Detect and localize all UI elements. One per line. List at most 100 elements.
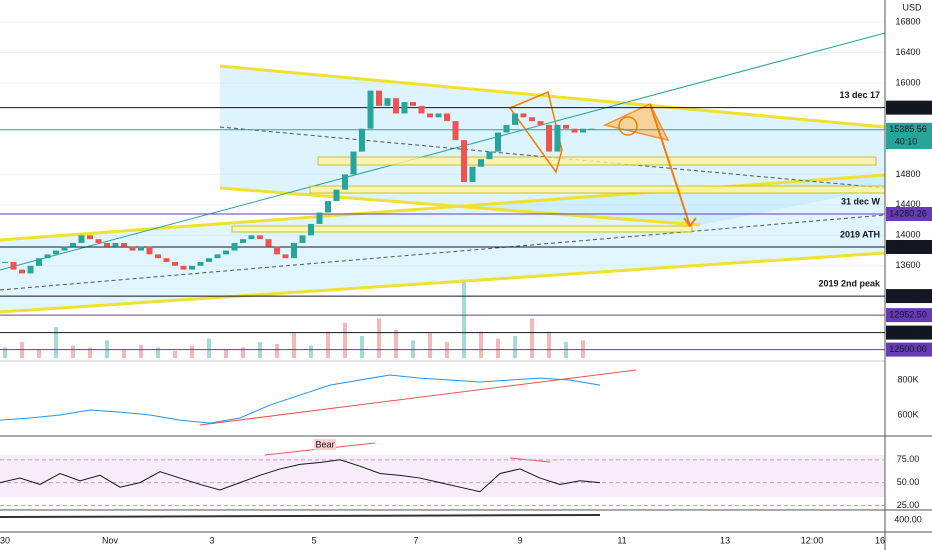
candle bbox=[308, 223, 314, 236]
volume-bar bbox=[173, 350, 177, 358]
candle bbox=[138, 246, 144, 251]
volume-bar bbox=[547, 331, 551, 358]
candle bbox=[563, 124, 569, 129]
trendline bbox=[219, 126, 886, 189]
candle bbox=[469, 166, 476, 183]
candle bbox=[342, 174, 348, 190]
candle bbox=[588, 128, 595, 130]
volume-bar bbox=[343, 322, 347, 358]
y-tick-label: 25.00 bbox=[897, 500, 920, 510]
zone-box bbox=[309, 185, 886, 194]
x-tick-label: 12:00 bbox=[801, 535, 824, 545]
arrow-head bbox=[683, 217, 697, 228]
price-tag-label: 13847.12 bbox=[889, 241, 927, 251]
y-tick-label: 16000 bbox=[895, 77, 920, 87]
candle bbox=[231, 242, 238, 251]
candle bbox=[546, 124, 552, 152]
candle bbox=[27, 265, 34, 274]
annotation: 2019 ATH bbox=[840, 229, 880, 239]
y-tick-label: 75.00 bbox=[897, 454, 920, 464]
candle bbox=[529, 117, 535, 122]
candle bbox=[384, 98, 391, 106]
volume-bar bbox=[445, 342, 449, 358]
candle bbox=[95, 239, 102, 243]
candle bbox=[10, 261, 17, 270]
volume-bar bbox=[241, 347, 245, 358]
macd-line bbox=[0, 514, 601, 518]
volume-bar bbox=[88, 347, 92, 358]
volume-bar bbox=[496, 338, 500, 358]
candle bbox=[478, 159, 484, 167]
rsi-label: Bear bbox=[315, 439, 334, 449]
candle bbox=[214, 254, 221, 259]
volume-bar bbox=[377, 318, 381, 358]
candle bbox=[291, 242, 297, 259]
x-tick-label: 11 bbox=[617, 535, 626, 545]
candle bbox=[316, 212, 323, 224]
volume-bar bbox=[462, 282, 466, 358]
candle bbox=[410, 102, 416, 106]
candle bbox=[189, 265, 195, 270]
candle bbox=[444, 113, 450, 122]
trendline bbox=[0, 251, 886, 314]
annotation: 2019 2nd peak bbox=[818, 278, 881, 288]
x-tick-label: 3 bbox=[209, 535, 214, 545]
countdown-box bbox=[886, 135, 932, 149]
candle bbox=[163, 258, 170, 262]
x-tick-label: 13 bbox=[720, 535, 730, 545]
arrow bbox=[649, 103, 691, 227]
candle bbox=[197, 261, 204, 266]
x-tick-label: 5 bbox=[311, 535, 316, 545]
candle bbox=[70, 242, 76, 247]
volume-bar bbox=[156, 347, 160, 358]
candle bbox=[367, 90, 374, 129]
zone-box bbox=[231, 225, 693, 233]
label-box bbox=[314, 439, 336, 450]
candle bbox=[78, 235, 85, 243]
volume-bar bbox=[224, 349, 228, 358]
diamond-pattern bbox=[508, 90, 563, 174]
candle bbox=[359, 128, 365, 152]
candle bbox=[155, 254, 161, 259]
volume-bar bbox=[258, 342, 262, 358]
drawings bbox=[0, 32, 886, 497]
volume-bar bbox=[479, 331, 483, 358]
candle bbox=[36, 258, 42, 266]
candle bbox=[299, 235, 306, 243]
volume-bar bbox=[37, 349, 41, 358]
volume-bar bbox=[190, 345, 194, 358]
price-tag-label: 15385.56 bbox=[889, 124, 927, 134]
candle bbox=[333, 189, 340, 202]
candle bbox=[520, 113, 527, 118]
candle bbox=[121, 242, 127, 247]
obv-line bbox=[0, 374, 601, 424]
price-tag bbox=[886, 308, 932, 323]
y-tick-label: 50.00 bbox=[897, 477, 920, 487]
volume-bar bbox=[326, 331, 330, 358]
candle bbox=[44, 254, 51, 259]
y-tick-label: 16800 bbox=[895, 16, 920, 26]
candle bbox=[495, 132, 501, 152]
y-tick-label: 13600 bbox=[895, 260, 920, 270]
volume-bar bbox=[20, 342, 24, 358]
candle bbox=[486, 151, 493, 160]
volume-bar bbox=[394, 329, 398, 358]
candle bbox=[61, 246, 68, 251]
candle bbox=[571, 128, 578, 133]
price-tag bbox=[886, 325, 932, 340]
candle bbox=[206, 258, 212, 262]
y-tick-label: 14400 bbox=[895, 199, 920, 209]
price-tag-label: 13202.63 bbox=[889, 290, 927, 300]
candle bbox=[427, 113, 433, 118]
x-tick-label: 9 bbox=[517, 535, 522, 545]
candle bbox=[104, 242, 110, 247]
volume-bar bbox=[71, 345, 75, 358]
price-tag bbox=[886, 289, 932, 304]
candle bbox=[53, 250, 59, 255]
price-tag-label: 14280.26 bbox=[889, 208, 927, 218]
volume-bar bbox=[360, 336, 364, 358]
currency: USD bbox=[902, 2, 922, 12]
volume-bar bbox=[3, 347, 7, 358]
price-tag-label: 12500.00 bbox=[889, 344, 927, 354]
